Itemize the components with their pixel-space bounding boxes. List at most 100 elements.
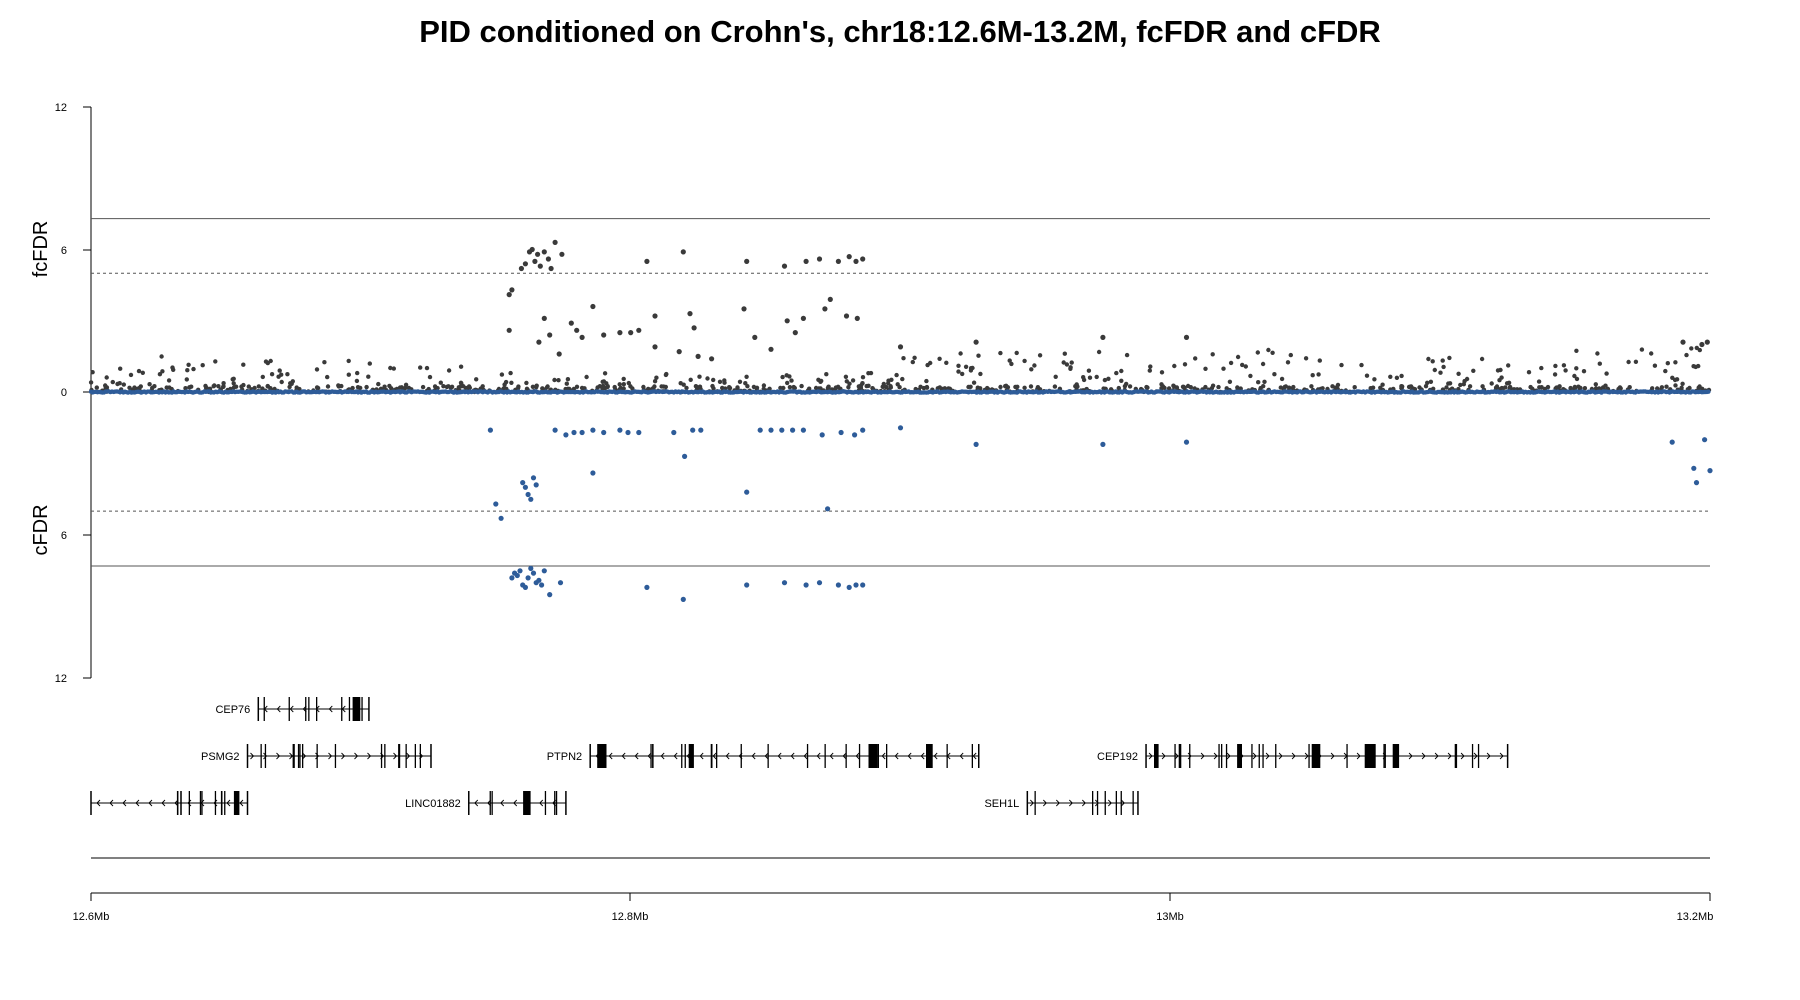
fcfdr-point	[956, 363, 961, 368]
fcfdr-point	[860, 256, 866, 262]
strand-arrow	[1304, 752, 1309, 760]
exon	[1369, 744, 1376, 768]
fcfdr-point	[1240, 362, 1245, 368]
fcfdr-point	[897, 344, 904, 350]
fcfdr-point	[1193, 356, 1198, 361]
fcfdr-point	[1102, 377, 1108, 383]
exon	[1115, 791, 1117, 815]
cfdr-axis-label: cFDR	[30, 504, 52, 555]
fcfdr-point	[970, 365, 975, 371]
cfdr-point	[579, 429, 585, 436]
exon	[740, 744, 742, 768]
fcfdr-point	[277, 368, 282, 373]
exon	[599, 744, 607, 768]
strand-arrow	[751, 752, 756, 760]
fcfdr-point	[644, 258, 650, 264]
fcfdr-point	[458, 364, 464, 369]
fcfdr-point	[886, 381, 891, 386]
fcfdr-point	[1370, 385, 1376, 390]
fcfdr-point	[1604, 371, 1609, 376]
cfdr-point	[1702, 437, 1708, 443]
fcfdr-point	[853, 258, 859, 264]
fcfdr-point	[263, 359, 269, 364]
gene-linc01882: LINC01882	[405, 791, 567, 815]
fcfdr-point	[1663, 368, 1668, 374]
fcfdr-point	[1261, 384, 1266, 389]
fcfdr-point	[1087, 375, 1093, 380]
strand-arrow	[790, 752, 795, 760]
fcfdr-point	[294, 385, 299, 390]
fcfdr-point	[279, 379, 284, 385]
fcfdr-point	[1441, 364, 1446, 370]
cfdr-point	[520, 480, 526, 486]
fcfdr-point	[449, 384, 455, 389]
exon	[946, 744, 948, 768]
fcfdr-point	[709, 356, 715, 362]
fcfdr-point	[1704, 339, 1710, 345]
fcfdr-point	[94, 385, 100, 390]
fcfdr-point	[506, 292, 512, 298]
fcfdr-point	[1687, 385, 1692, 391]
fcfdr-point	[388, 365, 393, 371]
cfdr-point	[557, 580, 564, 586]
exon	[288, 697, 290, 721]
fcfdr-point	[944, 360, 949, 365]
fcfdr-point	[897, 385, 902, 390]
exon	[176, 791, 179, 815]
strand-arrow	[1043, 799, 1047, 807]
fcfdr-point	[1007, 358, 1012, 363]
strand-arrow	[354, 752, 359, 760]
fcfdr-point	[136, 368, 142, 374]
fcfdr-point	[843, 374, 849, 379]
fcfdr-point	[186, 362, 191, 367]
fcfdr-point	[678, 381, 683, 386]
cfdr-point	[744, 582, 750, 588]
fcfdr-point	[1096, 349, 1102, 355]
strand-arrow	[289, 705, 294, 713]
fcfdr-point	[925, 362, 930, 368]
fcfdr-point	[287, 384, 292, 390]
fcfdr-point	[1673, 383, 1678, 388]
gene-label: PTPN2	[547, 751, 582, 763]
fcfdr-point	[90, 370, 95, 375]
fcfdr-point	[268, 358, 273, 364]
cfdr-point	[528, 565, 534, 572]
exon	[1251, 744, 1253, 768]
exon	[1154, 744, 1159, 768]
fcfdr-point	[1561, 363, 1567, 368]
fcfdr-point	[418, 365, 423, 370]
strand-arrow	[777, 752, 782, 760]
exon	[1189, 744, 1191, 768]
cfdr-point	[644, 584, 650, 591]
fcfdr-point	[787, 385, 793, 390]
exon	[1174, 744, 1176, 768]
fcfdr-point	[1203, 384, 1208, 390]
fcfdr-point	[529, 246, 535, 253]
fcfdr-point	[1119, 378, 1124, 383]
fcfdr-point	[924, 378, 929, 384]
fcfdr-point	[1689, 346, 1694, 351]
fcfdr-point	[803, 258, 809, 264]
fcfdr-point	[998, 384, 1003, 390]
fcfdr-point	[200, 363, 205, 368]
fcfdr-point	[1022, 358, 1027, 364]
fcfdr-point	[1364, 373, 1370, 378]
strand-arrow	[96, 799, 101, 807]
cfdr-point	[744, 489, 750, 495]
gene-label: SEH1L	[984, 798, 1019, 810]
exon	[1471, 744, 1474, 768]
fcfdr-point	[1278, 385, 1284, 390]
fcfdr-point	[720, 385, 725, 391]
fcfdr-point	[973, 339, 979, 345]
exon	[650, 744, 652, 768]
fcfdr-point	[1068, 366, 1073, 371]
cfdr-point	[539, 582, 545, 588]
fcfdr-point	[564, 381, 569, 386]
gene-label: CEP76	[215, 704, 250, 716]
fcfdr-point	[1388, 374, 1393, 379]
exon	[299, 744, 301, 768]
fcfdr-point	[1574, 366, 1579, 371]
exon	[341, 697, 343, 721]
cfdr-point	[530, 475, 537, 481]
fcfdr-point	[1447, 381, 1453, 386]
